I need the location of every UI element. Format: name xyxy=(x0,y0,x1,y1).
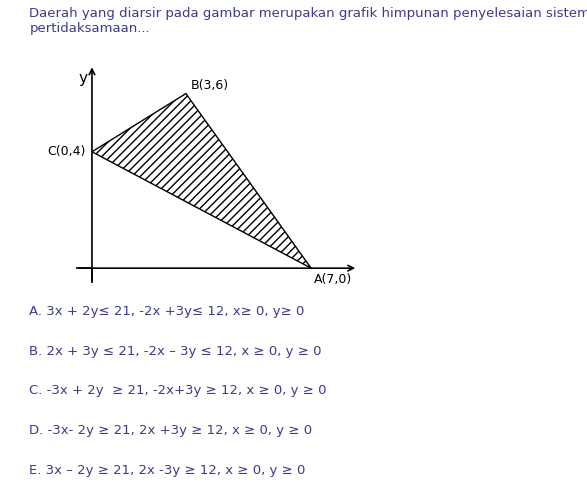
Polygon shape xyxy=(92,94,311,268)
Text: C(0,4): C(0,4) xyxy=(48,145,86,158)
Text: B. 2x + 3y ≤ 21, -2x – 3y ≤ 12, x ≥ 0, y ≥ 0: B. 2x + 3y ≤ 21, -2x – 3y ≤ 12, x ≥ 0, y… xyxy=(29,345,322,358)
Text: A. 3x + 2y≤ 21, -2x +3y≤ 12, x≥ 0, y≥ 0: A. 3x + 2y≤ 21, -2x +3y≤ 12, x≥ 0, y≥ 0 xyxy=(29,305,305,318)
Text: A(7,0): A(7,0) xyxy=(314,272,352,286)
Text: D. -3x- 2y ≥ 21, 2x +3y ≥ 12, x ≥ 0, y ≥ 0: D. -3x- 2y ≥ 21, 2x +3y ≥ 12, x ≥ 0, y ≥… xyxy=(29,424,312,437)
Text: C. -3x + 2y  ≥ 21, -2x+3y ≥ 12, x ≥ 0, y ≥ 0: C. -3x + 2y ≥ 21, -2x+3y ≥ 12, x ≥ 0, y … xyxy=(29,384,327,397)
Text: E. 3x – 2y ≥ 21, 2x -3y ≥ 12, x ≥ 0, y ≥ 0: E. 3x – 2y ≥ 21, 2x -3y ≥ 12, x ≥ 0, y ≥… xyxy=(29,464,306,477)
Text: y: y xyxy=(78,70,87,86)
Text: B(3,6): B(3,6) xyxy=(191,79,229,92)
Text: Daerah yang diarsir pada gambar merupakan grafik himpunan penyelesaian sistem: Daerah yang diarsir pada gambar merupaka… xyxy=(29,7,587,20)
Text: pertidaksamaan...: pertidaksamaan... xyxy=(29,22,150,35)
